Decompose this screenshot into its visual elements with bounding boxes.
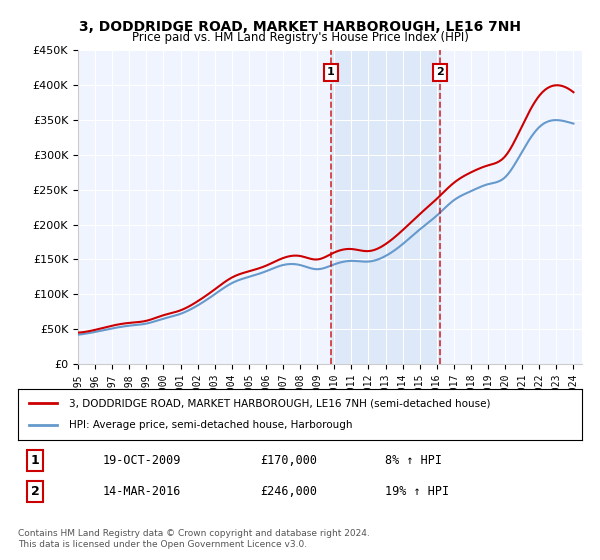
Text: 14-MAR-2016: 14-MAR-2016	[103, 485, 181, 498]
Text: 1: 1	[327, 67, 335, 77]
Text: 3, DODDRIDGE ROAD, MARKET HARBOROUGH, LE16 7NH: 3, DODDRIDGE ROAD, MARKET HARBOROUGH, LE…	[79, 20, 521, 34]
Text: 2: 2	[436, 67, 444, 77]
Text: Contains HM Land Registry data © Crown copyright and database right 2024.
This d: Contains HM Land Registry data © Crown c…	[18, 529, 370, 549]
Text: 1: 1	[31, 454, 39, 467]
Text: 2: 2	[31, 485, 39, 498]
Text: 19% ↑ HPI: 19% ↑ HPI	[385, 485, 449, 498]
Text: 8% ↑ HPI: 8% ↑ HPI	[385, 454, 442, 467]
Text: Price paid vs. HM Land Registry's House Price Index (HPI): Price paid vs. HM Land Registry's House …	[131, 31, 469, 44]
Text: HPI: Average price, semi-detached house, Harborough: HPI: Average price, semi-detached house,…	[69, 421, 352, 431]
Text: £170,000: £170,000	[260, 454, 317, 467]
Text: 3, DODDRIDGE ROAD, MARKET HARBOROUGH, LE16 7NH (semi-detached house): 3, DODDRIDGE ROAD, MARKET HARBOROUGH, LE…	[69, 398, 490, 408]
Text: 19-OCT-2009: 19-OCT-2009	[103, 454, 181, 467]
Bar	[331, 50, 440, 364]
Text: £246,000: £246,000	[260, 485, 317, 498]
